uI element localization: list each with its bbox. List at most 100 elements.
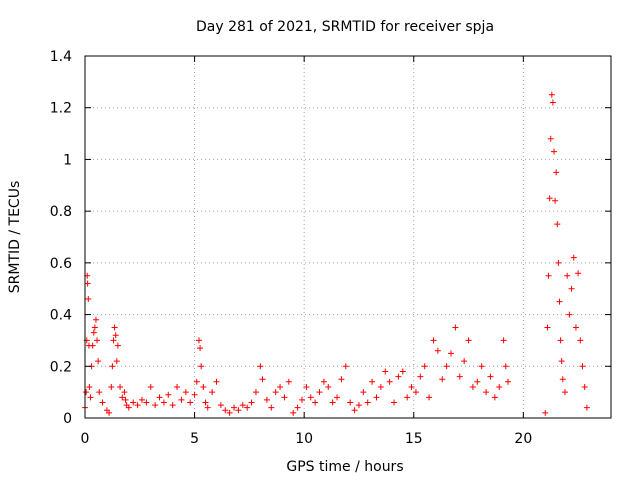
data-point [152, 402, 159, 409]
data-point [579, 363, 586, 370]
data-point [191, 391, 198, 398]
data-point [312, 399, 319, 406]
data-point [87, 394, 94, 401]
x-tick-label: 10 [295, 431, 313, 447]
data-point [570, 254, 577, 261]
data-point [92, 316, 99, 323]
data-point [200, 383, 207, 390]
data-point [448, 350, 455, 357]
data-point [555, 259, 562, 266]
data-point [143, 399, 150, 406]
data-point [417, 373, 424, 380]
data-point [217, 402, 224, 409]
data-point [412, 389, 419, 396]
data-point [334, 394, 341, 401]
y-tick-label: 1 [63, 152, 72, 168]
data-point [165, 391, 172, 398]
data-point [91, 324, 98, 331]
data-point [421, 363, 428, 370]
data-point [277, 383, 284, 390]
data-point [86, 383, 93, 390]
data-point [556, 298, 563, 305]
data-point [147, 383, 154, 390]
data-point [272, 389, 279, 396]
data-point [547, 135, 554, 142]
data-point [209, 389, 216, 396]
data-point [434, 347, 441, 354]
data-point [204, 404, 211, 411]
x-tick-label: 15 [405, 431, 423, 447]
data-point [583, 404, 590, 411]
data-point [122, 396, 129, 403]
data-point [500, 337, 507, 344]
chart-title: Day 281 of 2021, SRMTID for receiver spj… [196, 19, 494, 35]
x-axis-label: GPS time / hours [286, 459, 403, 475]
data-point [551, 148, 558, 155]
data-point [187, 399, 194, 406]
data-point [568, 285, 575, 292]
data-point [307, 394, 314, 401]
y-axis-label: SRMTID / TECUs [7, 181, 23, 294]
data-point [108, 383, 115, 390]
data-point [391, 399, 398, 406]
data-point [134, 402, 141, 409]
data-point [138, 396, 145, 403]
data-point [491, 394, 498, 401]
data-point [564, 272, 571, 279]
data-point [96, 389, 103, 396]
x-tick-label: 0 [81, 431, 90, 447]
data-point [182, 389, 189, 396]
data-point [575, 270, 582, 277]
y-tick-label: 1.2 [50, 101, 72, 117]
data-point [178, 396, 185, 403]
data-point [109, 363, 116, 370]
data-point [329, 399, 336, 406]
data-point [483, 389, 490, 396]
data-point [581, 383, 588, 390]
data-point [259, 376, 266, 383]
data-point [268, 404, 275, 411]
data-point [89, 342, 96, 349]
data-point [114, 342, 121, 349]
data-point [553, 169, 560, 176]
data-point [430, 337, 437, 344]
data-point [290, 409, 297, 416]
data-point [342, 363, 349, 370]
data-point [257, 363, 264, 370]
data-point [252, 389, 259, 396]
x-tick-label: 20 [514, 431, 532, 447]
data-point [558, 358, 565, 365]
data-point [382, 368, 389, 375]
data-point [544, 324, 551, 331]
grid [85, 56, 611, 418]
data-point [169, 402, 176, 409]
data-point [559, 376, 566, 383]
data-point [294, 404, 301, 411]
data-point [117, 383, 124, 390]
data-point [195, 337, 202, 344]
data-point [355, 402, 362, 409]
data-point [320, 378, 327, 385]
data-point [125, 404, 132, 411]
data-point [439, 376, 446, 383]
data-point [369, 378, 376, 385]
data-point [84, 280, 91, 287]
data-point [110, 337, 117, 344]
ticks: 0 5 10 15 20 0 0.2 0.4 0.6 0.8 1 1.2 1.4 [50, 49, 611, 447]
data-point [469, 383, 476, 390]
data-point [94, 337, 101, 344]
data-point [577, 337, 584, 344]
data-point [248, 399, 255, 406]
data-point [408, 383, 415, 390]
data-point [95, 358, 102, 365]
data-point [351, 407, 358, 414]
data-point [106, 409, 113, 416]
y-tick-label: 0.6 [50, 256, 72, 272]
data-point [85, 296, 92, 303]
plot-frame [84, 55, 612, 419]
data-point [174, 383, 181, 390]
y-tick-label: 0 [63, 411, 72, 427]
data-point [557, 337, 564, 344]
data-point [222, 407, 229, 414]
data-point [347, 399, 354, 406]
